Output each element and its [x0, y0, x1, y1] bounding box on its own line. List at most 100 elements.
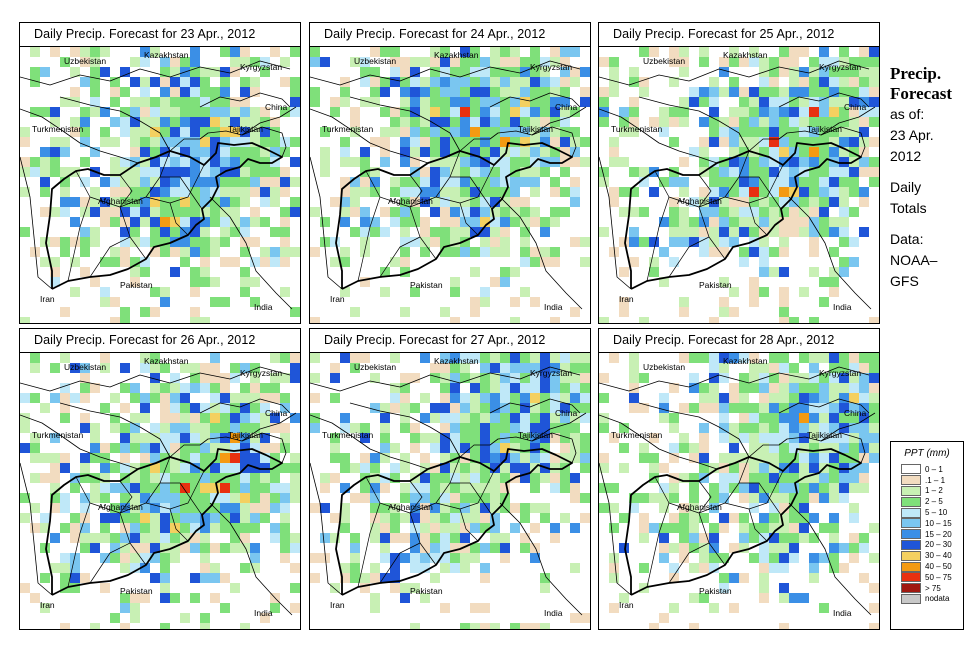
precip-cell — [330, 583, 340, 593]
precip-cell — [160, 423, 170, 433]
precip-cell — [480, 127, 490, 137]
precip-cell — [90, 87, 100, 97]
precip-cell — [230, 57, 240, 67]
precip-cell — [480, 513, 490, 523]
precip-cell — [659, 127, 669, 137]
precip-cell — [400, 77, 410, 87]
afghanistan-border — [335, 142, 573, 290]
precip-cell — [659, 247, 669, 257]
precip-cell — [729, 127, 739, 137]
precip-cell — [570, 127, 580, 137]
precip-cell — [869, 443, 879, 453]
precip-cell — [550, 423, 560, 433]
precip-cell — [430, 107, 440, 117]
precip-cell — [210, 573, 220, 583]
precip-cell — [390, 47, 400, 57]
precip-grid — [310, 47, 590, 323]
precip-cell — [480, 353, 490, 363]
precip-cell — [240, 623, 250, 629]
precip-cell — [410, 563, 420, 573]
precip-cell — [530, 207, 540, 217]
precip-cell — [769, 403, 779, 413]
forecast-panel-6: Daily Precip. Forecast for 28 Apr., 2012… — [598, 328, 880, 630]
precip-cell — [150, 553, 160, 563]
precip-cell — [30, 503, 40, 513]
precip-cell — [799, 197, 809, 207]
precip-cell — [530, 403, 540, 413]
precip-cell — [60, 187, 70, 197]
precip-cell — [400, 413, 410, 423]
precip-cell — [360, 483, 370, 493]
precip-cell — [470, 137, 480, 147]
precip-cell — [150, 147, 160, 157]
precip-cell — [400, 383, 410, 393]
precip-cell — [729, 443, 739, 453]
precip-cell — [460, 117, 470, 127]
precip-cell — [719, 247, 729, 257]
precip-cell — [839, 117, 849, 127]
precip-cell — [560, 167, 570, 177]
precip-cell — [679, 97, 689, 107]
precip-cell — [759, 583, 769, 593]
precip-cell — [540, 117, 550, 127]
precip-cell — [340, 97, 350, 107]
precip-cell — [829, 413, 839, 423]
precip-cell — [639, 47, 649, 57]
asof-line3: 2012 — [890, 148, 922, 164]
precip-cell — [629, 167, 639, 177]
precip-cell — [699, 47, 709, 57]
precip-cell — [100, 473, 110, 483]
precip-cell — [779, 463, 789, 473]
precip-cell — [490, 217, 500, 227]
precip-cell — [779, 403, 789, 413]
precip-cell — [140, 503, 150, 513]
precip-cell — [220, 217, 230, 227]
precip-cell — [250, 393, 260, 403]
precip-cell — [729, 177, 739, 187]
precip-grid — [20, 353, 300, 629]
precip-cell — [260, 473, 270, 483]
precip-cell — [749, 363, 759, 373]
precip-cell — [500, 167, 510, 177]
precip-cell — [699, 393, 709, 403]
precip-cell — [799, 453, 809, 463]
precip-cell — [619, 307, 629, 317]
precip-cell — [360, 453, 370, 463]
precip-cell — [450, 363, 460, 373]
precip-cell — [440, 413, 450, 423]
precip-cell — [310, 573, 320, 583]
precip-cell — [110, 97, 120, 107]
precip-cell — [739, 57, 749, 67]
precip-cell — [190, 463, 200, 473]
precip-cell — [190, 483, 200, 493]
precip-cell — [190, 533, 200, 543]
precip-cell — [90, 97, 100, 107]
legend-swatch — [901, 572, 921, 583]
precip-cell — [70, 47, 80, 57]
precip-cell — [759, 573, 769, 583]
precip-cell — [40, 147, 50, 157]
precip-cell — [90, 433, 100, 443]
precip-cell — [799, 503, 809, 513]
precip-cell — [380, 443, 390, 453]
precip-cell — [410, 197, 420, 207]
precip-cell — [779, 237, 789, 247]
precip-cell — [480, 493, 490, 503]
precip-cell — [570, 443, 580, 453]
precip-cell — [829, 197, 839, 207]
precip-cell — [719, 393, 729, 403]
precip-cell — [400, 67, 410, 77]
precip-cell — [619, 267, 629, 277]
precip-map: Kazakhstan Uzbekistan Kyrgyzstan China Turkm… — [310, 353, 590, 629]
precip-cell — [739, 87, 749, 97]
precip-cell — [809, 127, 819, 137]
precip-cell — [560, 117, 570, 127]
precip-cell — [150, 483, 160, 493]
precip-cell — [779, 553, 789, 563]
province-border — [67, 196, 91, 282]
precip-cell — [380, 207, 390, 217]
precip-cell — [270, 383, 280, 393]
precip-cell — [460, 237, 470, 247]
pakistan-india-border — [788, 196, 872, 310]
precip-cell — [829, 453, 839, 463]
